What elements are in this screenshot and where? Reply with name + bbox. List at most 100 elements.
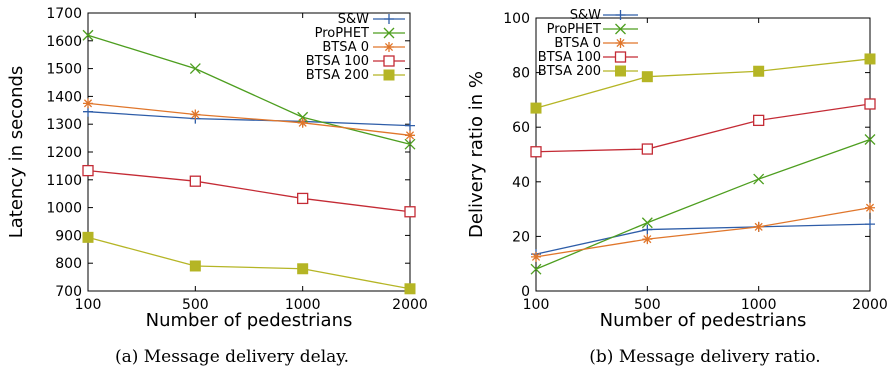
series-line xyxy=(535,138,871,270)
data-point xyxy=(753,173,765,185)
data-point xyxy=(530,146,542,158)
series-line xyxy=(535,223,871,255)
legend-marker xyxy=(383,69,395,81)
series-line xyxy=(87,111,411,127)
legend-label: BTSA 100 xyxy=(306,54,369,69)
legend-marker xyxy=(615,23,626,35)
data-point xyxy=(642,224,653,235)
data-point xyxy=(404,138,416,150)
y-tick-label: 1700 xyxy=(46,6,82,22)
legend-marker xyxy=(383,55,395,67)
data-point xyxy=(82,231,94,243)
data-point xyxy=(530,102,542,114)
series-btsa-200 xyxy=(530,53,876,114)
figure-caption: (a) Message delivery delay. xyxy=(115,347,349,367)
y-axis-label: Latency in seconds xyxy=(6,66,27,239)
series-line xyxy=(535,207,871,258)
data-point xyxy=(297,111,309,123)
y-tick-label: 80 xyxy=(512,66,530,82)
legend-marker xyxy=(384,14,394,24)
series-s-w xyxy=(531,219,875,260)
legend-label: BTSA 200 xyxy=(538,64,601,79)
legend-marker xyxy=(615,38,626,48)
series-btsa-200 xyxy=(82,231,416,295)
series-btsa-100 xyxy=(530,98,876,158)
data-point xyxy=(405,130,415,141)
x-tick-label: 2000 xyxy=(392,297,428,313)
y-tick-label: 1100 xyxy=(46,173,82,189)
x-tick-label: 100 xyxy=(75,297,102,313)
data-point xyxy=(190,109,201,120)
legend-label: ProPHET xyxy=(315,26,369,41)
data-point xyxy=(864,98,876,110)
y-tick-label: 40 xyxy=(512,175,530,191)
data-point xyxy=(82,164,94,177)
y-tick-label: 1300 xyxy=(46,117,82,133)
data-point xyxy=(864,134,876,145)
data-point xyxy=(297,117,308,128)
legend-marker xyxy=(615,65,626,77)
series-btsa-0 xyxy=(83,98,415,141)
legend-marker xyxy=(383,27,395,39)
chart-panel-a: 700 800 900 1000 1100 1200 1300 1400 1500 1600 170… xyxy=(6,6,428,367)
series-btsa-0 xyxy=(531,202,875,262)
data-point xyxy=(405,120,415,131)
data-point xyxy=(82,29,94,41)
data-point xyxy=(865,202,875,213)
data-point xyxy=(189,63,201,75)
data-point xyxy=(83,106,93,117)
x-tick-label: 100 xyxy=(523,297,550,313)
series-line xyxy=(535,58,871,109)
legend-label: BTSA 0 xyxy=(322,40,369,55)
legend-label: BTSA 100 xyxy=(538,50,601,65)
data-point xyxy=(641,217,653,229)
data-point xyxy=(531,251,541,262)
data-point xyxy=(641,71,653,83)
series-prophet xyxy=(82,29,416,150)
y-tick-label: 1000 xyxy=(46,201,82,217)
x-tick-label: 500 xyxy=(182,297,209,313)
series-line xyxy=(87,34,411,145)
data-point xyxy=(404,206,416,218)
y-tick-label: 60 xyxy=(512,120,530,136)
series-prophet xyxy=(530,134,876,275)
y-tick-label: 1500 xyxy=(46,62,82,78)
data-point xyxy=(83,98,93,109)
series-line xyxy=(87,102,411,136)
series-btsa-100 xyxy=(82,164,416,218)
legend-label: BTSA 200 xyxy=(306,68,369,83)
y-tick-label: 1400 xyxy=(46,89,82,105)
data-point xyxy=(297,192,309,205)
data-point xyxy=(865,219,875,230)
x-axis-label: Number of pedestrians xyxy=(146,310,353,331)
y-tick-label: 900 xyxy=(55,228,82,244)
data-point xyxy=(189,175,201,187)
data-point xyxy=(642,234,653,245)
series-line xyxy=(535,103,871,153)
chart-panel-b: 0 20 40 60 80 100 100 500 1000 2000 Number of pede… xyxy=(466,8,888,367)
legend-marker xyxy=(384,42,394,52)
legend-label: S&W xyxy=(338,12,369,27)
data-point xyxy=(753,114,765,127)
legend-label: BTSA 0 xyxy=(554,36,601,51)
y-tick-label: 100 xyxy=(503,11,530,27)
data-point xyxy=(753,221,764,232)
data-point xyxy=(530,263,542,275)
y-tick-label: 0 xyxy=(521,284,530,300)
y-tick-label: 700 xyxy=(55,284,82,300)
data-point xyxy=(864,53,876,65)
data-point xyxy=(297,263,309,275)
y-tick-label: 1600 xyxy=(46,34,82,50)
series-line xyxy=(87,169,411,213)
data-point xyxy=(404,283,416,295)
y-tick-label: 20 xyxy=(512,229,530,245)
data-point xyxy=(753,65,765,77)
legend-marker xyxy=(614,51,627,63)
x-tick-label: 1000 xyxy=(741,297,777,313)
y-tick-label: 800 xyxy=(55,256,82,272)
x-tick-label: 2000 xyxy=(852,297,888,313)
data-point xyxy=(641,143,653,155)
